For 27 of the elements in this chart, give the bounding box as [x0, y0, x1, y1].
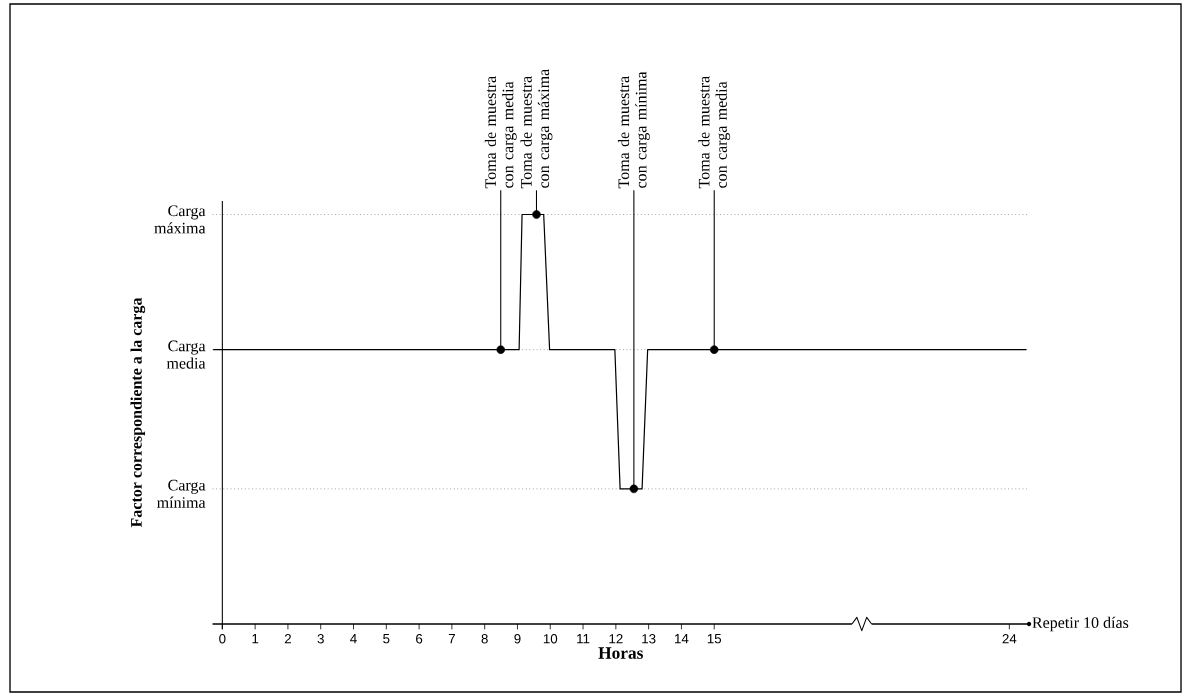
x-tick-label: 13: [642, 634, 656, 644]
x-tick-label: 7: [448, 634, 455, 644]
x-tick-label: 3: [317, 634, 324, 644]
x-tick-label: 8: [481, 634, 488, 644]
x-tick-label: 24: [1002, 634, 1017, 644]
x-tick-label: 9: [514, 634, 521, 644]
x-tick-label: 0: [219, 634, 226, 644]
x-tick-label: 5: [383, 634, 390, 644]
x-tick-label: 1: [252, 634, 259, 644]
x-tick-label: 10: [543, 634, 558, 644]
x-tick-label: 11: [577, 634, 590, 644]
x-tick-label: 14: [675, 634, 689, 644]
x-tick-label: 6: [416, 634, 423, 644]
y-axis-title: Factor correspondiente a la carga: [130, 297, 146, 528]
x-tick-label: 15: [707, 634, 722, 644]
annotation: Toma de muestra con carga máxima: [520, 69, 553, 189]
annotation: Toma de muestra con carga mínima: [617, 71, 650, 189]
x-tick-label: 12: [609, 634, 623, 644]
x-tick-label: 4: [350, 634, 357, 644]
ref-line-label: Carga media: [166, 340, 206, 369]
x-tick-label: 2: [284, 634, 291, 644]
x-axis-title: Horas: [598, 647, 643, 659]
annotation: Toma de muestra con carga media: [698, 76, 731, 189]
text: Repetir 10 días: [1032, 616, 1129, 632]
ref-line-label: Carga máxima: [154, 205, 206, 234]
annotation: Toma de muestra con carga media: [484, 76, 517, 189]
ref-line-label: Carga mínima: [157, 479, 206, 508]
